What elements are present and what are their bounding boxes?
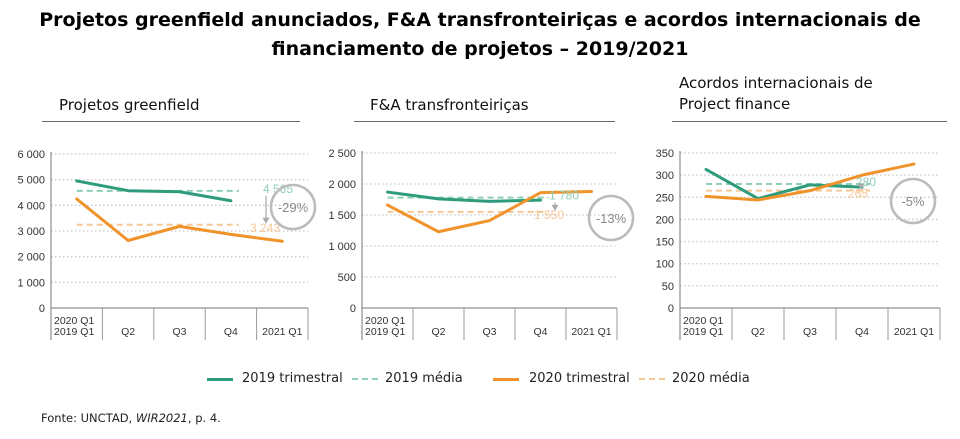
series-line-2019 (75, 179, 233, 203)
y-tick-label: 1 500 (328, 210, 356, 222)
panel-header-rule (672, 121, 947, 122)
x-tick-label: Q2 (431, 326, 445, 338)
x-tick-label: 2019 Q1 (683, 326, 723, 338)
y-tick-label: 100 (656, 259, 674, 271)
x-tick-label: Q4 (224, 326, 238, 338)
y-tick-label: 6 000 (17, 149, 45, 161)
x-tick-label: Q4 (855, 326, 869, 338)
change-badge (587, 194, 635, 242)
change-arrow-head (551, 204, 559, 211)
series-line-2020 (704, 162, 916, 202)
series-line-2019 (386, 190, 542, 203)
series-line-2020 (75, 197, 284, 243)
panel-title-line: Project finance (679, 95, 791, 113)
y-tick-label: 0 (39, 303, 45, 315)
y-tick-label: 2 000 (17, 252, 45, 264)
y-tick-label: 50 (662, 281, 674, 293)
legend-label: 2020 trimestral (529, 371, 630, 386)
average-value-label: 265 (848, 187, 868, 201)
change-badge (269, 183, 317, 231)
x-tick-label: Q4 (533, 326, 547, 338)
y-tick-label: 300 (656, 170, 674, 182)
legend-swatch (493, 378, 519, 381)
y-tick-label: 0 (668, 303, 674, 315)
panel-header-rule (42, 121, 300, 122)
legend-label: 2019 trimestral (242, 371, 343, 386)
panel-title-project-finance: Acordos internacionais de Project finance (679, 73, 873, 115)
y-tick-label: 1 000 (17, 277, 45, 289)
main-title-line-1: Projetos greenfield anunciados, F&A tran… (39, 9, 921, 31)
x-tick-label: 2021 Q1 (894, 326, 934, 338)
x-tick-label: Q2 (751, 326, 765, 338)
source-prefix: Fonte: UNCTAD, (41, 411, 136, 425)
average-value-label: 1 780 (549, 189, 579, 203)
y-tick-label: 2 500 (328, 148, 356, 160)
x-tick-label: 2020 Q1 (683, 315, 723, 327)
legend-label: 2019 média (385, 371, 463, 386)
x-tick-label: 2019 Q1 (365, 326, 405, 338)
panel-title-fa: F&A transfronteiriças (370, 96, 529, 114)
source-italic: WIR2021 (135, 411, 188, 425)
x-tick-label: 2021 Q1 (571, 326, 611, 338)
panel-title-line: Acordos internacionais de (679, 74, 873, 92)
change-badge-label: -13% (596, 211, 627, 226)
panel-title-greenfield: Projetos greenfield (59, 96, 200, 114)
source-suffix: , p. 4. (187, 411, 221, 425)
y-tick-label: 200 (656, 214, 674, 226)
y-tick-label: 0 (350, 303, 356, 315)
change-arrow-head (857, 183, 865, 190)
x-tick-label: Q3 (803, 326, 817, 338)
y-tick-label: 1 000 (328, 241, 356, 253)
source-note: Fonte: UNCTAD, WIR2021, p. 4. (41, 411, 221, 425)
x-tick-label: Q3 (482, 326, 496, 338)
change-badge (889, 177, 937, 225)
legend-swatch (352, 378, 378, 380)
y-tick-label: 3 000 (17, 226, 45, 238)
y-tick-label: 500 (338, 272, 356, 284)
y-tick-label: 4 000 (17, 200, 45, 212)
y-tick-label: 350 (656, 148, 674, 160)
average-value-label: 4 565 (263, 182, 293, 196)
x-tick-label: 2019 Q1 (54, 326, 94, 338)
change-badge-label: -5% (901, 194, 925, 209)
legend-label: 2020 média (672, 371, 750, 386)
y-tick-label: 250 (656, 192, 674, 204)
series-line-2019 (704, 167, 864, 201)
average-value-label: 3 243 (250, 221, 280, 235)
main-title-line-2: financiamento de projetos – 2019/2021 (271, 38, 689, 60)
series-line-2020 (386, 189, 593, 234)
x-tick-label: Q2 (121, 326, 135, 338)
y-tick-label: 5 000 (17, 175, 45, 187)
x-tick-label: 2020 Q1 (365, 315, 405, 327)
x-tick-label: 2020 Q1 (54, 315, 94, 327)
legend-swatch (207, 378, 233, 381)
change-arrow-head (262, 217, 270, 224)
y-tick-label: 2 000 (328, 179, 356, 191)
change-badge-label: -29% (278, 200, 309, 215)
x-tick-label: Q3 (172, 326, 186, 338)
average-value-label: 1 550 (534, 208, 564, 222)
y-tick-label: 150 (656, 237, 674, 249)
panel-header-rule (354, 121, 615, 122)
x-tick-label: 2021 Q1 (262, 326, 302, 338)
legend-swatch (639, 378, 665, 380)
